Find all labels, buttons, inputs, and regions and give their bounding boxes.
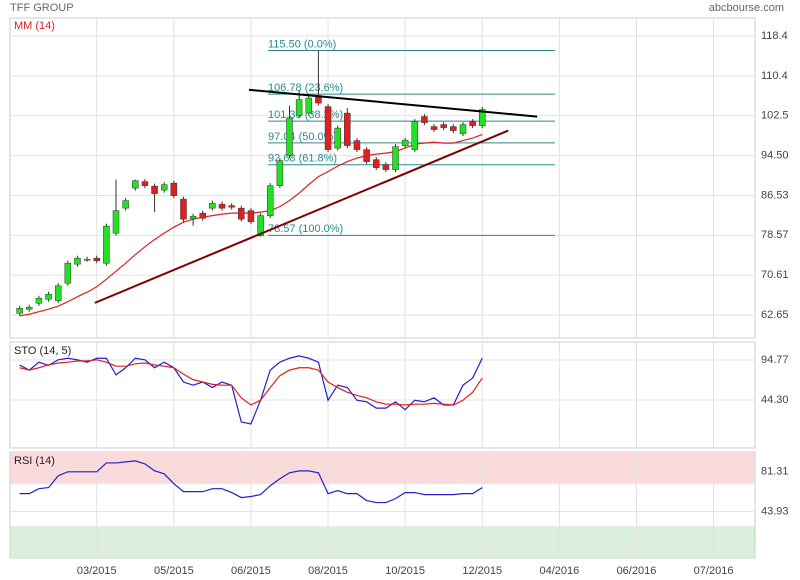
candle-body (54, 285, 62, 301)
candle-body (305, 97, 313, 114)
candle-body (401, 139, 409, 146)
y-tick-label: 86.53 (761, 189, 789, 201)
chart-title: TFF GROUP (10, 2, 74, 14)
candle-body (372, 159, 380, 168)
fib-label: 92.68 (61.8%) (268, 153, 337, 165)
candle-body (363, 149, 370, 162)
candle-body (266, 185, 274, 216)
candle-body (324, 106, 332, 150)
candle-body (122, 200, 129, 209)
x-tick-label: 06/2015 (231, 565, 271, 577)
x-tick-label: 04/2016 (539, 565, 579, 577)
y-tick-label: 110.4 (761, 70, 788, 82)
candle-body (411, 121, 419, 150)
y-tick-label: 62.65 (761, 309, 789, 321)
indicator-line (19, 460, 483, 504)
fib-label: 106.78 (23.6%) (268, 82, 343, 94)
candle-body (74, 257, 81, 265)
fib-label: 115.50 (0.0%) (268, 38, 336, 50)
candle-body (160, 184, 168, 191)
candle-body (450, 126, 457, 131)
y-tick-label: 44.30 (761, 394, 789, 406)
panel-frame (9, 341, 756, 449)
panel-title: STO (14, 5) (14, 345, 71, 357)
candle-body (276, 160, 284, 186)
indicator-line (19, 355, 483, 425)
candle-body (247, 210, 255, 222)
y-tick-label: 94.50 (761, 150, 789, 162)
y-tick-label: 94.77 (761, 354, 789, 366)
y-tick-label: 102.5 (761, 109, 789, 121)
x-tick-label: 06/2016 (617, 565, 657, 577)
candle-body (45, 293, 52, 300)
panel-frame (9, 17, 756, 339)
candle-body (199, 212, 207, 219)
candle-body (141, 181, 149, 186)
candle-body (479, 109, 486, 126)
candle-body (64, 262, 72, 284)
candle-body (344, 112, 351, 146)
candle-body (459, 124, 467, 134)
candle-body (93, 257, 100, 261)
candle-body (257, 215, 264, 236)
candle-body (132, 180, 139, 189)
candle-body (469, 121, 476, 126)
candle-body (382, 164, 390, 170)
panel-title: RSI (14) (14, 455, 55, 467)
candle-body (421, 116, 428, 123)
x-tick-label: 12/2015 (462, 565, 502, 577)
trendline (248, 88, 538, 118)
x-tick-label: 03/2015 (77, 565, 117, 577)
indicator-line (19, 359, 483, 406)
candle-body (170, 182, 178, 196)
candle-body (430, 126, 438, 130)
zone (10, 526, 755, 558)
trendline (94, 129, 509, 304)
candle-body (26, 306, 33, 310)
y-tick-label: 81.31 (761, 466, 789, 478)
candle-body (103, 225, 110, 264)
candle-body (440, 124, 447, 128)
zone (10, 452, 755, 484)
y-tick-label: 118.4 (761, 30, 788, 42)
candle-body (151, 185, 158, 194)
candle-body (16, 307, 23, 314)
candle-body (112, 210, 120, 234)
x-tick-label: 10/2015 (385, 565, 425, 577)
candle-body (334, 127, 341, 149)
y-tick-label: 70.61 (761, 269, 789, 281)
candle-body (228, 205, 235, 208)
candle-body (295, 99, 303, 116)
y-tick-label: 43.93 (761, 505, 789, 517)
fib-label: 78.57 (100.0%) (268, 223, 343, 235)
candle-body (180, 198, 187, 220)
candle-body (189, 215, 197, 219)
candle-body (209, 202, 216, 209)
source: abcbourse.com (709, 2, 784, 14)
candle-body (35, 297, 43, 304)
candle-body (286, 117, 293, 156)
candle-body (218, 203, 226, 209)
candle-body (353, 140, 361, 150)
x-tick-label: 08/2015 (308, 565, 348, 577)
legend-entry: MM (14) (14, 20, 55, 32)
y-tick-label: 78.57 (761, 229, 789, 241)
candle-body (83, 258, 91, 261)
x-tick-label: 07/2016 (694, 565, 734, 577)
candle-body (238, 207, 245, 220)
fib-label: 97.04 (50.0%) (268, 131, 337, 143)
x-tick-label: 05/2015 (154, 565, 194, 577)
candle-body (392, 146, 399, 170)
